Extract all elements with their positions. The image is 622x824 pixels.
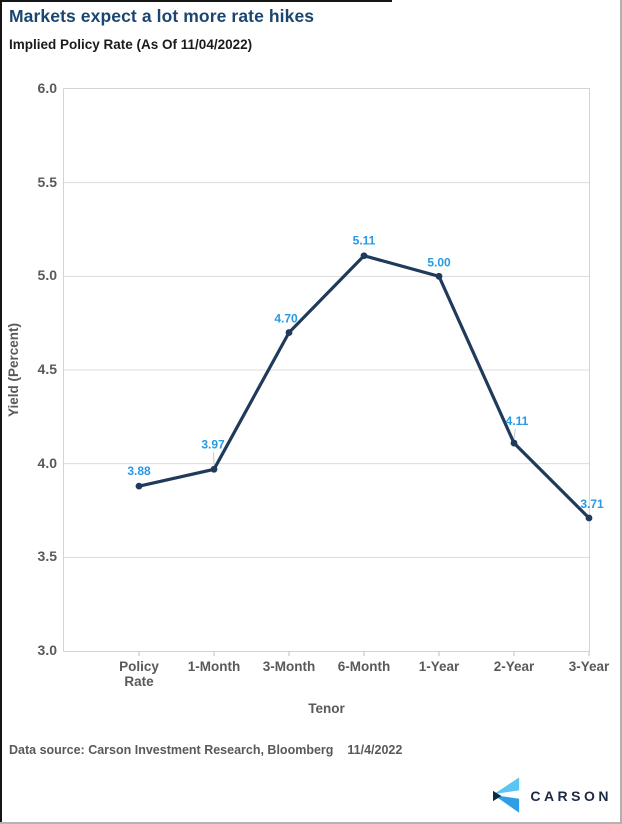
data-point-marker <box>210 465 218 473</box>
line-chart-canvas: 3.88 3.97 4.70 5.11 5.00 4.11 3.71 <box>64 182 604 656</box>
y-tick-label: 3.0 <box>37 642 57 658</box>
data-source-note: Data source: Carson Investment Research,… <box>9 743 402 757</box>
data-point-marker <box>510 439 518 447</box>
data-point-label: 3.71 <box>580 497 604 511</box>
series-line <box>138 253 591 520</box>
data-point-marker <box>285 329 293 336</box>
y-tick-label: 5.5 <box>37 173 57 190</box>
x-tick-label: 6-Month <box>337 659 391 674</box>
chart-subtitle: Implied Policy Rate (As Of 11/04/2022) <box>9 37 253 52</box>
data-point-marker <box>585 514 593 522</box>
y-tick-label: 4.0 <box>37 454 57 471</box>
plot-area: 3.88 3.97 4.70 5.11 5.00 4.11 3.71 <box>63 88 604 656</box>
y-tick-label: 5.0 <box>37 267 57 284</box>
x-tick-label: 2-Year <box>493 659 535 674</box>
data-point-label: 4.11 <box>506 414 529 428</box>
carson-logo: CARSON <box>493 777 612 815</box>
page-border-left <box>0 0 2 824</box>
data-point-label: 5.00 <box>427 255 451 269</box>
data-point-label: 5.11 <box>353 234 376 248</box>
x-tick-label: Policy Rate <box>119 659 159 689</box>
x-tick-label: 3-Month <box>262 659 316 674</box>
x-tick-label: 3-Year <box>568 659 610 674</box>
data-point-marker <box>135 482 143 490</box>
data-point-marker <box>435 272 443 280</box>
data-source-date: 11/4/2022 <box>347 743 403 757</box>
data-label-leader-line <box>513 429 516 440</box>
data-point-marker <box>360 252 368 260</box>
page-border-bottom <box>0 822 622 824</box>
y-tick-label: 4.5 <box>37 361 57 377</box>
x-axis-title: Tenor <box>308 701 345 716</box>
carson-logo-icon <box>493 777 520 813</box>
data-point-label: 4.70 <box>274 312 298 326</box>
page-border-right <box>620 0 622 824</box>
x-tick-label: 1-Month <box>187 659 241 674</box>
y-tick-label: 6.0 <box>37 80 57 96</box>
carson-logo-text: CARSON <box>530 788 612 804</box>
y-tick-label: 3.5 <box>37 548 57 565</box>
y-axis-title: Yield (Percent) <box>6 322 21 418</box>
data-source-text: Data source: Carson Investment Research,… <box>9 743 334 757</box>
data-point-label: 3.97 <box>201 437 225 451</box>
page-border-top <box>0 0 392 2</box>
data-point-label: 3.88 <box>127 464 151 478</box>
x-tick-label: 1-Year <box>418 659 460 674</box>
chart-title: Markets expect a lot more rate hikes <box>9 6 315 26</box>
